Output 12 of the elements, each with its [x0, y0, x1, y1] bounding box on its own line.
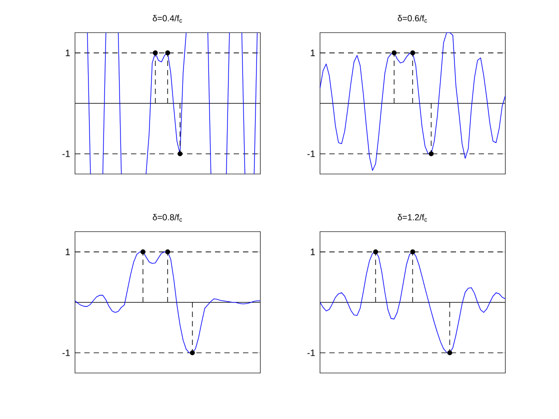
- chart-title: δ=1.2/f$_{c}$: [398, 214, 428, 222]
- y-tick-label: -1: [307, 150, 315, 158]
- y-tick-label: 1: [310, 50, 315, 56]
- y-tick-label: -1: [307, 350, 315, 356]
- y-tick-label: 1: [66, 50, 70, 56]
- chart-title: δ=0.8/f$_{c}$: [152, 214, 182, 222]
- y-tick-label: 1: [66, 248, 70, 256]
- y-tick-label: -1: [62, 350, 70, 356]
- chart-title: δ=0.4/f$_{c}$: [152, 14, 182, 23]
- chart-title: δ=0.6/f$_{c}$: [398, 14, 428, 23]
- y-tick-label: -1: [62, 150, 70, 158]
- y-tick-label: 1: [310, 248, 315, 256]
